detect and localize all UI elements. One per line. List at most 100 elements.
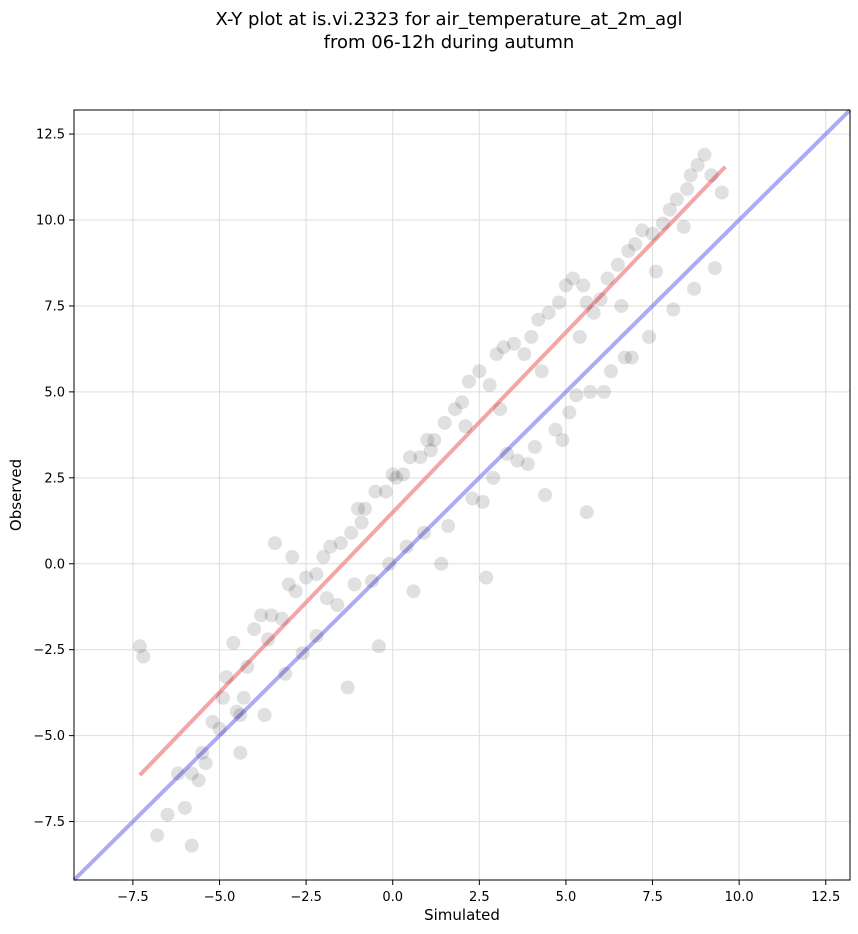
scatter-point [330,598,345,612]
scatter-point [396,467,411,482]
scatter-point [299,570,314,585]
chart-title-line-1: X-Y plot at is.vi.2323 for air_temperatu… [215,9,682,30]
scatter-point [177,800,192,815]
y-tick-label: 5.0 [44,385,65,400]
scatter-point [520,457,535,472]
scatter-point [254,608,269,623]
scatter-point [579,295,594,310]
x-tick-label: −2.5 [290,890,322,905]
scatter-point [323,539,338,554]
y-tick-label: 10.0 [36,214,65,229]
y-tick-label: 12.5 [36,128,65,143]
y-tick-label: −7.5 [33,815,65,830]
scatter-point [347,577,362,592]
scatter-point [662,202,677,217]
y-tick-label: −2.5 [33,643,65,658]
scatter-point [534,364,549,379]
scatter-point [496,340,511,355]
y-tick-label: 2.5 [44,471,65,486]
y-tick-label: 0.0 [44,557,65,572]
scatter-point [676,219,691,234]
scatter-point [486,470,501,485]
scatter-point [267,536,282,551]
scatter-point [278,666,293,681]
scatter-point [403,450,418,465]
scatter-point [295,646,310,661]
scatter-point [586,305,601,320]
scatter-point [288,584,303,599]
scatter-point [261,632,275,647]
scatter-point [531,312,546,327]
scatter-point [603,364,618,379]
scatter-point [309,628,324,643]
scatter-point [160,807,175,822]
scatter-point [233,708,248,722]
scatter-point [555,433,570,447]
scatter-point [635,223,650,238]
scatter-point [427,433,442,447]
scatter-point [385,467,400,482]
scatter-point [621,243,636,258]
scatter-point [198,756,213,771]
reference-lines [72,108,852,882]
scatter-point [687,281,702,296]
scatter-point [572,329,587,344]
scatter-point [364,573,379,588]
scatter-point [458,419,473,434]
scatter-point [344,525,359,540]
scatter-point [170,766,185,781]
scatter-point [624,350,639,365]
scatter-point [351,501,366,516]
scatter-point [552,295,566,310]
scatter-point [548,422,563,437]
scatter-point [538,488,553,502]
x-tick-label: 0.0 [382,890,403,905]
scatter-point [565,271,580,286]
scatter-point [233,745,248,760]
scatter-point [212,721,227,736]
scatter-point [333,536,348,551]
scatter-point [434,556,449,571]
scatter-point [493,402,508,417]
scatter-point [240,659,255,674]
scatter-point [524,329,539,344]
scatter-point [455,395,469,410]
scatter-points [132,147,729,853]
scatter-point [448,402,463,417]
scatter-point [479,570,494,585]
scatter-point [132,639,147,654]
scatter-point [150,828,165,843]
scatter-point [382,556,397,571]
x-tick-label: 10.0 [725,890,754,905]
scatter-point [423,443,438,458]
scatter-point [465,491,480,506]
scatter-point [697,147,712,162]
identity-line [72,108,852,882]
scatter-point [420,433,435,447]
scatter-point [527,439,542,454]
scatter-point [247,622,262,637]
scatter-point [358,501,372,516]
scatter-point [416,525,431,540]
scatter-point [517,347,532,362]
x-tick-label: 7.5 [642,890,663,905]
scatter-point [683,168,698,183]
scatter-point [413,450,428,465]
scatter-point [593,292,608,307]
scatter-point [184,838,199,853]
scatter-point [226,635,241,650]
scatter-point [649,264,663,279]
scatter-point [229,704,244,719]
regression-line [138,165,727,777]
x-axis-ticks: −7.5 −5.0 −2.5 0.0 2.5 5.0 7.5 10.0 12.5 [117,880,840,905]
chart-title: X-Y plot at is.vi.2323 for air_temperatu… [215,9,682,53]
y-axis-ticks: −7.5 −5.0 −2.5 0.0 2.5 5.0 7.5 10.0 12.5 [33,128,74,830]
scatter-point [437,415,452,430]
scatter-point [541,305,556,320]
grid-lines [74,110,850,880]
scatter-point [500,446,515,461]
x-tick-label: 12.5 [811,890,840,905]
scatter-point [184,766,199,781]
y-tick-label: 7.5 [44,299,65,314]
